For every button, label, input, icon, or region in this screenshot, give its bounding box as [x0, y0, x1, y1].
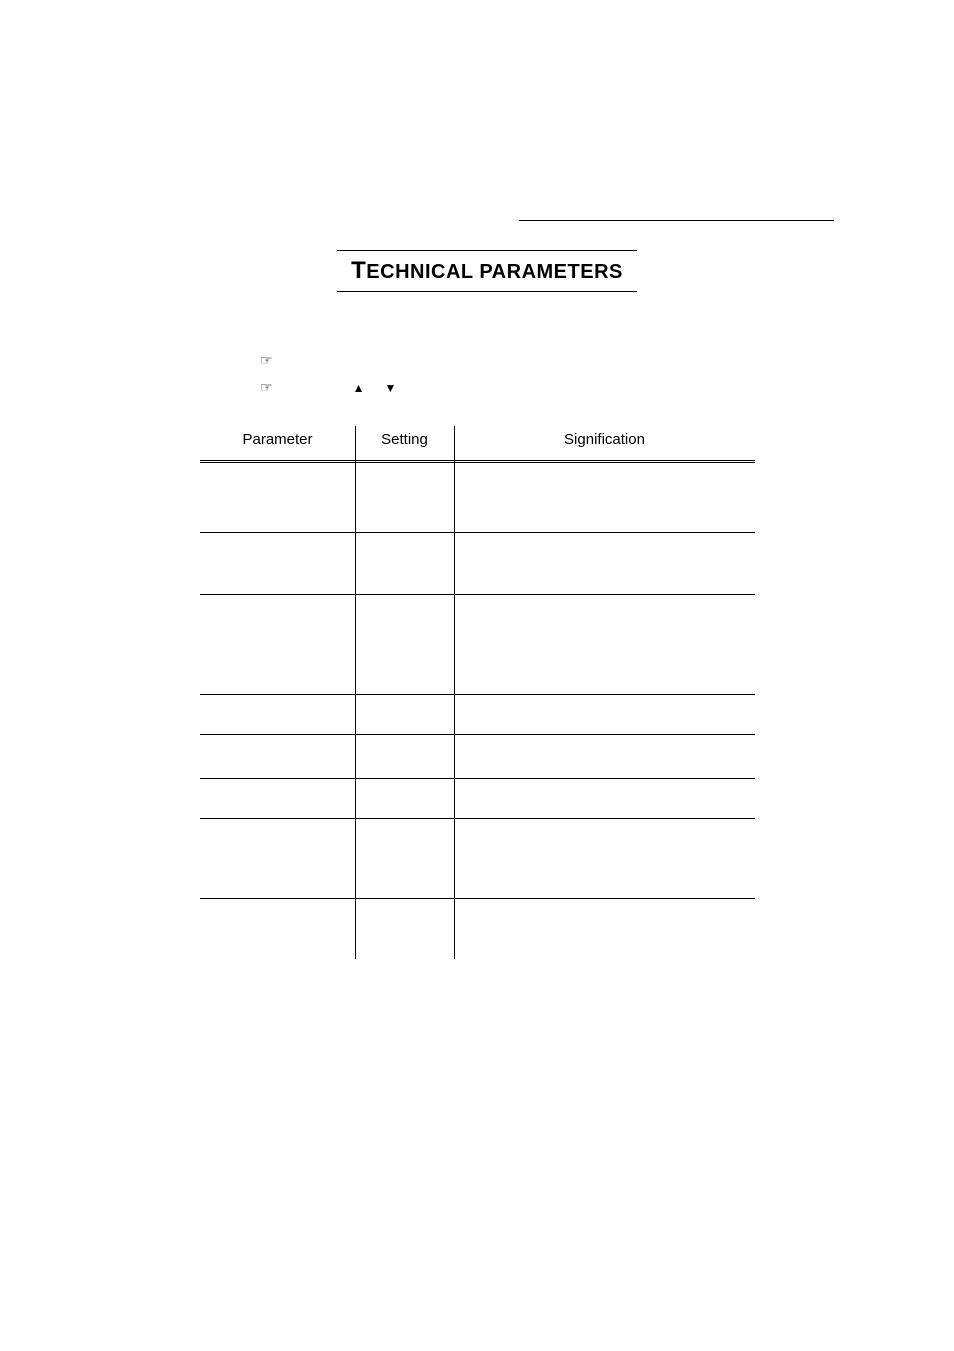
header-signification: Signification: [454, 421, 755, 460]
up-arrow-icon: ▲: [353, 381, 365, 395]
title-rest: ECHNICAL PARAMETERS: [366, 261, 623, 283]
table-row: [200, 595, 755, 695]
column-divider-1: [355, 426, 356, 959]
table-row: [200, 819, 755, 899]
page-title: TECHNICAL PARAMETERS: [200, 257, 774, 285]
table-row: [200, 463, 755, 533]
page-content: TECHNICAL PARAMETERS ☞ ☞ ▲ ▼ Parameter S…: [0, 0, 954, 959]
table-header-row: Parameter Setting Signification: [200, 421, 755, 463]
title-rule-bottom: [337, 291, 637, 292]
arrow-group: ▲ ▼: [353, 381, 397, 395]
header-setting: Setting: [355, 421, 454, 460]
pointer-icon: ☞: [260, 379, 273, 396]
table-row: [200, 735, 755, 779]
header-rule: [519, 220, 834, 221]
column-divider-2: [454, 426, 455, 959]
header-parameter: Parameter: [200, 421, 355, 460]
down-arrow-icon: ▼: [384, 381, 396, 395]
table-row: [200, 779, 755, 819]
bullet-line-1: ☞: [260, 352, 774, 369]
parameters-table: Parameter Setting Signification: [200, 421, 755, 959]
title-rule-top: [337, 250, 637, 251]
bullet-line-2: ☞ ▲ ▼: [260, 379, 774, 396]
table-row: [200, 695, 755, 735]
title-block: TECHNICAL PARAMETERS: [200, 250, 774, 292]
pointer-icon: ☞: [260, 352, 273, 369]
instruction-bullets: ☞ ☞ ▲ ▼: [260, 352, 774, 396]
table-row: [200, 899, 755, 959]
table-row: [200, 533, 755, 595]
title-first-letter: T: [351, 257, 366, 284]
